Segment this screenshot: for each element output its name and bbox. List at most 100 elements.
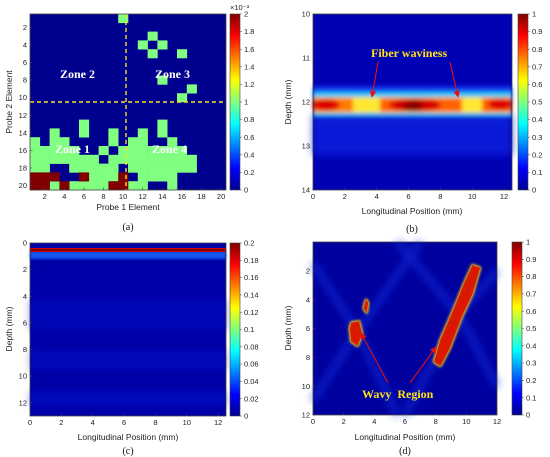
panel-a-xtick-label: 12 [139, 192, 147, 201]
panel-a-cbtick-label: 0 [244, 186, 248, 195]
heatmap-cell [186, 84, 197, 94]
heatmap-cell [147, 146, 158, 156]
panel-c-cbtick-label: 0.06 [244, 360, 259, 369]
heatmap-cell [39, 172, 50, 182]
artifact-ray [310, 261, 361, 334]
panel-c: 0 2 4 6 8 10 12 0 2 4 6 8 10 12 Longitudinal Position… [4, 239, 259, 457]
panel-b-cbtick-label: 1 [532, 10, 536, 19]
heatmap-cell [167, 181, 178, 191]
panel-c-frame [29, 242, 227, 417]
panel-b-ylabel: Depth (mm) [283, 79, 293, 124]
heatmap-cell [157, 128, 168, 138]
panel-d-ylabel: Depth (mm) [283, 305, 293, 350]
panel-c-cbtick-label: 0.18 [244, 256, 259, 265]
panel-b-ytick-label: 13 [302, 142, 310, 151]
zone-3-label: Zone 3 [155, 67, 190, 81]
artifact-ray [310, 329, 361, 403]
panel-c-xtick-label: 0 [28, 418, 32, 427]
panel-c-cbtick-label: 0.1 [244, 325, 254, 334]
panel-b-cbtick-label: 0.1 [532, 168, 542, 177]
artifact-ray [455, 312, 501, 388]
panel-b-glow-bottom [313, 115, 512, 155]
heatmap-cell [69, 181, 80, 191]
heatmap-cell [108, 181, 119, 191]
panel-b-xtick-label: 10 [468, 192, 476, 201]
panel-c-cbtick-label: 0.2 [244, 239, 254, 248]
heatmap-cell [177, 154, 188, 164]
heatmap-cell [98, 146, 109, 156]
panel-c-ytick-label: 12 [19, 398, 27, 407]
wavy-arrow-left [360, 332, 389, 384]
panel-b-colorbar-ticks: 0 0.1 0.2 0.3 0.4 0.5 0.6 0.7 0.8 0.9 1 [528, 10, 542, 195]
panel-d-xtick-label: 4 [372, 417, 376, 426]
heatmap-cell [108, 154, 119, 164]
band-darkred-mid [403, 101, 423, 111]
heatmap-cell [39, 181, 50, 191]
panel-d-cbtick-label: 0.6 [526, 307, 536, 316]
panel-c-xtick-label: 6 [122, 418, 126, 427]
panel-d-cbtick-label: 1 [526, 238, 530, 247]
waviness-arrow-right [449, 61, 460, 98]
panel-c-cbtick-label: 0 [244, 412, 248, 421]
panel-a-ytick-label: 16 [19, 146, 27, 155]
panel-a-ylabel: Probe 2 Element [4, 70, 14, 134]
heatmap-cell [39, 146, 50, 156]
heatmap-cell [128, 181, 139, 191]
panel-c-band-glow [30, 251, 226, 259]
heatmap-cell [137, 146, 148, 156]
panel-b-cbtick-label: 0.2 [532, 150, 542, 159]
panel-d-ytick-label: 12 [302, 411, 310, 420]
panel-b-cbtick-label: 0.5 [532, 98, 542, 107]
panel-c-ylabel: Depth (mm) [4, 306, 14, 351]
panel-a-cbtick-label: 2 [244, 10, 248, 19]
panel-c-ytick-label: 4 [23, 292, 27, 301]
heatmap-cell [128, 146, 139, 156]
band-red-right [488, 98, 512, 110]
panel-a-cbtick-label: 0.4 [244, 150, 254, 159]
panel-c-colorbar-ticks: 0 0.02 0.04 0.06 0.08 0.1 0.12 0.14 0.16 0.18 0.2 [240, 239, 259, 421]
panel-b-cbtick-label: 0 [532, 186, 536, 195]
panel-c-xtick-label: 10 [183, 418, 191, 427]
panel-c-xtick-label: 8 [153, 418, 157, 427]
hot-region-core [434, 265, 481, 366]
heatmap-cell [128, 163, 139, 173]
heatmap-cell [137, 163, 148, 173]
heatmap-cell [79, 163, 90, 173]
heatmap-cell [30, 137, 41, 147]
heatmap-cell [30, 146, 41, 156]
artifact-ray [394, 239, 462, 317]
panel-d-cbtick-label: 0.9 [526, 255, 536, 264]
heatmap-cell [118, 14, 129, 24]
panel-a-cbtick-label: 0.8 [244, 115, 254, 124]
heatmap-cell [186, 163, 197, 173]
panel-b-ytick-label: 10 [302, 10, 310, 19]
heatmap-cell [108, 128, 119, 138]
panel-b-xtick-label: 4 [375, 192, 379, 201]
panel-c-texture-1 [30, 300, 226, 330]
panel-b-xtick-label: 0 [311, 192, 315, 201]
panel-b-cbtick-label: 0.8 [532, 45, 542, 54]
panel-d-cbtick-label: 0.7 [526, 290, 536, 299]
heatmap-cell [137, 181, 148, 191]
heatmap-cell [88, 154, 99, 164]
heatmap-cell [30, 181, 41, 191]
heatmap-cell [30, 154, 41, 164]
panel-d-ytick-label: 4 [306, 295, 310, 304]
heatmap-cell [49, 128, 60, 138]
panel-c-texture-3 [30, 392, 226, 406]
heatmap-cell [59, 146, 70, 156]
panel-d-cbtick-label: 0.1 [526, 393, 536, 402]
panel-c-cbtick-label: 0.04 [244, 377, 259, 386]
panel-a-xtick-label: 2 [43, 192, 47, 201]
heatmap-cell [39, 163, 50, 173]
heatmap-cell [49, 154, 60, 164]
heatmap-cell [108, 172, 119, 182]
heatmap-cell [49, 137, 60, 147]
panel-b-cbtick-label: 0.7 [532, 62, 542, 71]
panel-d-cbtick-label: 0.8 [526, 272, 536, 281]
panel-d-cbtick-label: 0.3 [526, 359, 536, 368]
panel-a-ytick-label: 6 [23, 58, 27, 67]
heatmap-cell [137, 128, 148, 138]
panel-a-caption: (a) [122, 222, 133, 233]
